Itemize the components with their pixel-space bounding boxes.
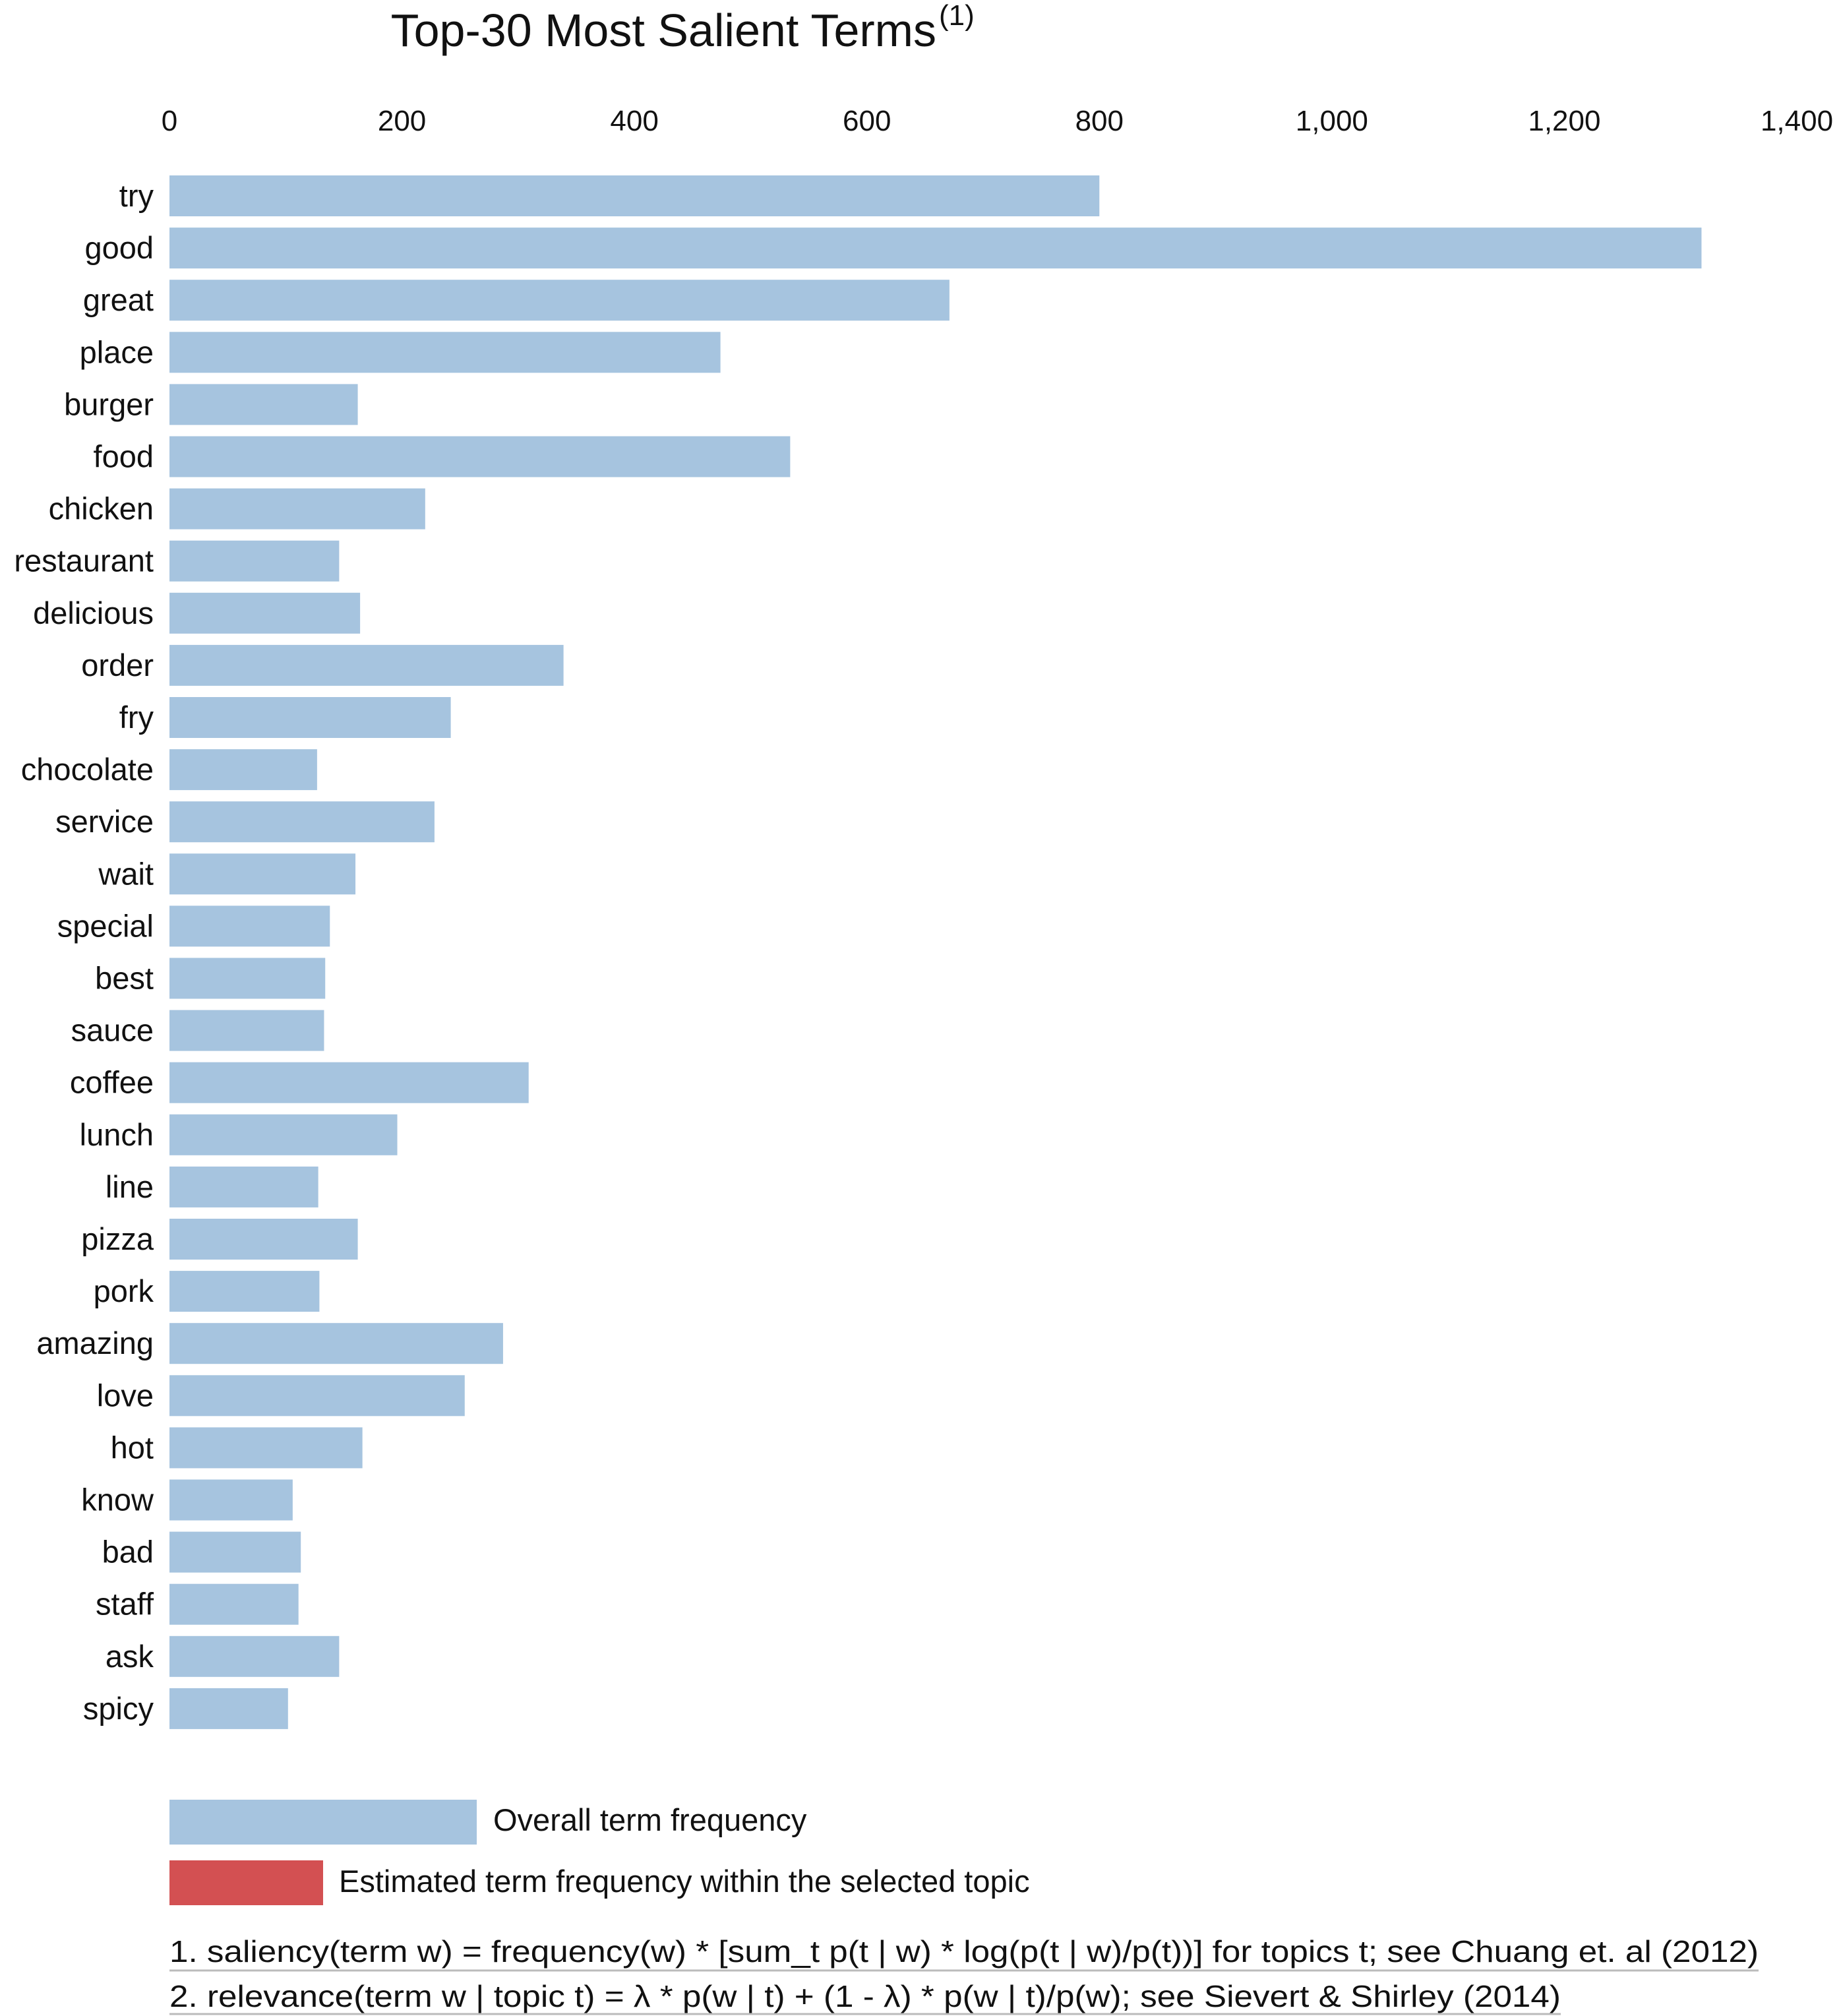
bar-fry[interactable]	[169, 697, 451, 738]
term-label-line[interactable]: line	[106, 1169, 154, 1204]
legend: Overall term frequency Estimated term fr…	[169, 1800, 1030, 1905]
bar-order[interactable]	[169, 644, 564, 686]
legend-swatch-overall	[169, 1800, 477, 1845]
bar-food[interactable]	[169, 436, 791, 477]
legend-label-topic: Estimated term frequency within the sele…	[339, 1864, 1030, 1899]
bar-restaurant[interactable]	[169, 540, 340, 582]
term-label-special[interactable]: special	[57, 908, 154, 943]
term-label-chicken[interactable]: chicken	[49, 491, 154, 526]
term-label-try[interactable]: try	[119, 178, 154, 213]
x-tick-label: 200	[378, 105, 426, 137]
term-label-good[interactable]: good	[84, 230, 154, 265]
bar-pork[interactable]	[169, 1271, 320, 1312]
term-label-delicious[interactable]: delicious	[33, 596, 154, 630]
chart-title: Top-30 Most Salient Terms	[391, 5, 936, 56]
bar-amazing[interactable]	[169, 1323, 503, 1364]
x-tick-label: 1,000	[1296, 105, 1368, 137]
term-label-chocolate[interactable]: chocolate	[21, 752, 154, 787]
x-tick-label: 1,400	[1761, 105, 1833, 137]
bar-series-overall-frequency	[169, 175, 1702, 1729]
bar-staff[interactable]	[169, 1583, 299, 1625]
footnote-relevance: 2. relevance(term w | topic t) = λ * p(w…	[169, 1979, 1561, 2013]
footnotes: 1. saliency(term w) = frequency(w) * [su…	[169, 1934, 1759, 2015]
bar-best[interactable]	[169, 958, 326, 999]
term-label-order[interactable]: order	[81, 648, 154, 683]
bar-special[interactable]	[169, 905, 330, 947]
term-label-spicy[interactable]: spicy	[83, 1691, 154, 1726]
x-tick-label: 0	[162, 105, 177, 137]
term-label-place[interactable]: place	[80, 334, 154, 369]
x-tick-label: 400	[610, 105, 658, 137]
term-label-love[interactable]: love	[97, 1378, 154, 1413]
bar-coffee[interactable]	[169, 1062, 529, 1103]
term-label-know[interactable]: know	[81, 1482, 154, 1517]
bar-hot[interactable]	[169, 1427, 363, 1469]
term-label-bad[interactable]: bad	[102, 1535, 154, 1570]
term-label-lunch[interactable]: lunch	[80, 1117, 154, 1152]
bar-good[interactable]	[169, 228, 1702, 269]
bar-love[interactable]	[169, 1375, 465, 1417]
x-tick-label: 800	[1075, 105, 1124, 137]
term-label-pork[interactable]: pork	[94, 1273, 154, 1308]
term-label-service[interactable]: service	[55, 804, 154, 839]
bar-know[interactable]	[169, 1479, 293, 1521]
x-axis: 0 200 400 600 800 1,000 1,200 1,400	[162, 105, 1833, 137]
term-label-staff[interactable]: staff	[96, 1587, 154, 1622]
bar-try[interactable]	[169, 175, 1100, 216]
bar-lunch[interactable]	[169, 1114, 398, 1155]
footnote-saliency: 1. saliency(term w) = frequency(w) * [su…	[169, 1934, 1759, 1969]
term-label-fry[interactable]: fry	[119, 700, 154, 735]
term-label-great[interactable]: great	[83, 282, 154, 317]
term-label-burger[interactable]: burger	[64, 386, 154, 421]
bar-ask[interactable]	[169, 1635, 340, 1677]
bar-chocolate[interactable]	[169, 749, 317, 791]
bar-pizza[interactable]	[169, 1219, 358, 1260]
term-labels: try good great place burger food chicken restau…	[14, 178, 154, 1726]
x-tick-label: 600	[843, 105, 891, 137]
bar-place[interactable]	[169, 332, 721, 373]
bar-burger[interactable]	[169, 384, 358, 425]
term-label-food[interactable]: food	[94, 439, 154, 474]
legend-label-overall: Overall term frequency	[493, 1802, 807, 1837]
bar-service[interactable]	[169, 801, 435, 843]
bar-great[interactable]	[169, 280, 950, 321]
bar-bad[interactable]	[169, 1531, 301, 1573]
bar-chicken[interactable]	[169, 488, 425, 530]
bar-wait[interactable]	[169, 853, 356, 895]
term-label-hot[interactable]: hot	[111, 1430, 154, 1465]
term-label-wait[interactable]: wait	[98, 856, 154, 891]
x-tick-label: 1,200	[1528, 105, 1600, 137]
bar-spicy[interactable]	[169, 1688, 288, 1729]
term-label-restaurant[interactable]: restaurant	[14, 543, 154, 578]
bar-sauce[interactable]	[169, 1010, 324, 1051]
term-label-coffee[interactable]: coffee	[70, 1065, 154, 1100]
term-label-sauce[interactable]: sauce	[71, 1013, 154, 1048]
term-label-pizza[interactable]: pizza	[81, 1221, 154, 1256]
term-label-ask[interactable]: ask	[106, 1639, 154, 1674]
chart-title-superscript: (1)	[939, 0, 975, 32]
bar-delicious[interactable]	[169, 592, 361, 634]
bar-line[interactable]	[169, 1166, 318, 1207]
term-label-amazing[interactable]: amazing	[36, 1326, 154, 1360]
term-label-best[interactable]: best	[95, 961, 154, 996]
legend-swatch-topic	[169, 1860, 323, 1905]
